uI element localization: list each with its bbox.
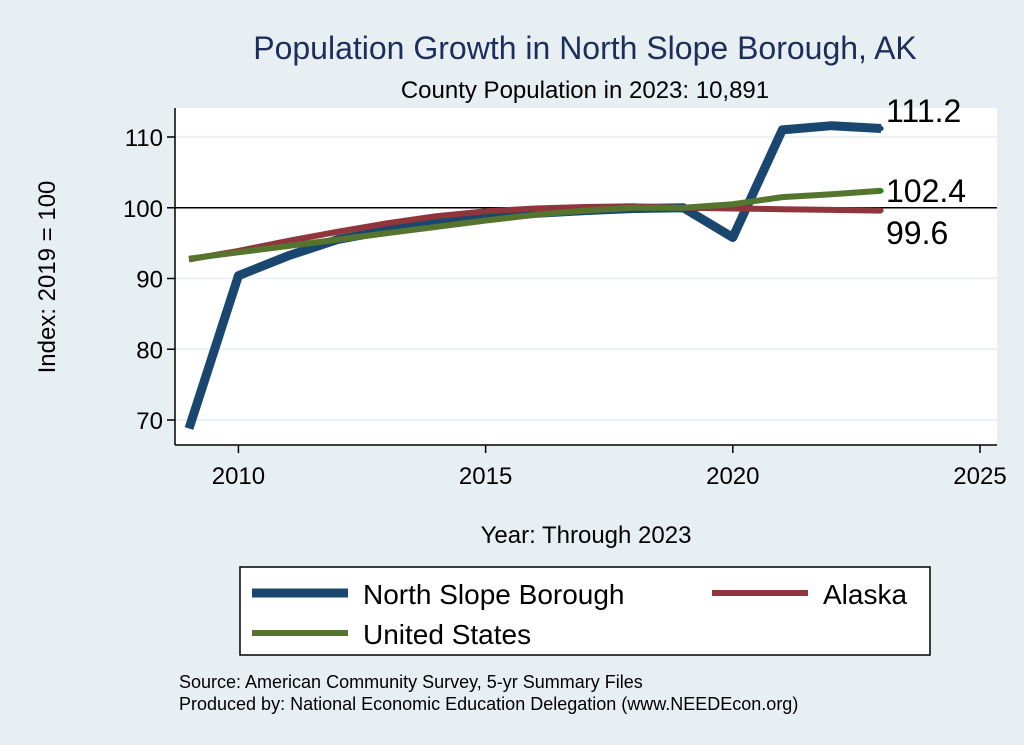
x-tick-label: 2010 (212, 463, 265, 490)
legend-label-north-slope-borough: North Slope Borough (363, 579, 625, 610)
producer-note: Produced by: National Economic Education… (179, 694, 798, 714)
series-end-point (878, 188, 884, 194)
x-axis-label: Year: Through 2023 (481, 522, 692, 549)
legend: North Slope Borough Alaska United States (252, 579, 907, 650)
y-tick-label: 110 (125, 125, 163, 152)
legend-box (239, 566, 931, 656)
series-end-point (878, 208, 884, 214)
end-label-north-slope-borough: 111.2 (886, 93, 961, 129)
legend-label-alaska: Alaska (823, 579, 907, 610)
series-end-point (878, 126, 884, 132)
end-labels: 111.2 99.6 102.4 (886, 93, 966, 251)
series-line-united-states (188, 187, 882, 262)
end-label-united-states: 102.4 (886, 173, 966, 209)
source-note: Source: American Community Survey, 5-yr … (179, 672, 643, 692)
x-tick-label: 2020 (706, 463, 759, 490)
legend-label-united-states: United States (363, 619, 531, 650)
y-tick-label: 80 (136, 337, 163, 364)
y-tick-label: 70 (136, 408, 163, 435)
chart-subtitle: County Population in 2023: 10,891 (401, 77, 769, 104)
chart-title: Population Growth in North Slope Borough… (253, 30, 917, 66)
y-tick-label: 100 (123, 196, 163, 223)
y-tick-label: 90 (136, 267, 163, 294)
end-label-alaska: 99.6 (886, 215, 948, 251)
axes: 70 80 90 100 110 2010 2015 2020 2025 (123, 108, 1007, 490)
y-axis-label: Index: 2019 = 100 (34, 181, 61, 374)
plot-area (175, 108, 997, 445)
x-tick-label: 2025 (953, 463, 1006, 490)
x-tick-label: 2015 (459, 463, 512, 490)
series-line-alaska (188, 203, 882, 263)
series-layer (184, 121, 884, 430)
